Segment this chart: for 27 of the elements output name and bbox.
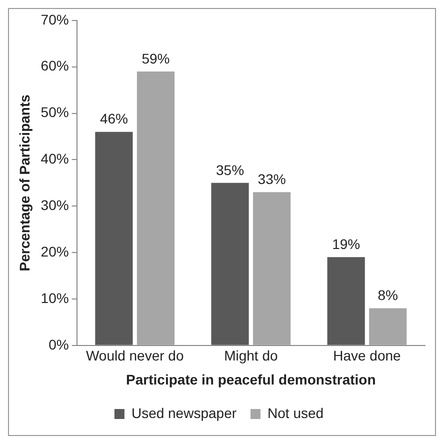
bar <box>211 182 249 345</box>
bar <box>136 71 175 345</box>
data-label: 59% <box>142 50 170 66</box>
y-tick-label: 0% <box>48 336 69 352</box>
y-tick-label: 30% <box>40 196 69 213</box>
bar <box>95 132 133 345</box>
y-tick-label: 60% <box>40 58 69 74</box>
y-tick-label: 50% <box>40 104 69 120</box>
legend-label: Not used <box>268 404 324 421</box>
y-axis-title: Percentage of Participants <box>16 94 32 272</box>
x-axis-title: Participate in peaceful demonstration <box>126 371 376 388</box>
data-label: 19% <box>332 236 360 252</box>
x-tick-label: Would never do <box>86 348 184 364</box>
y-tick-label: 40% <box>40 150 69 167</box>
legend-label: Used newspaper <box>131 404 237 421</box>
bar <box>253 192 291 345</box>
data-label: 33% <box>258 171 286 188</box>
data-label: 46% <box>100 110 128 127</box>
x-tick-label: Might do <box>224 348 278 364</box>
data-label: 8% <box>378 287 398 304</box>
y-tick-label: 20% <box>40 243 69 260</box>
bar <box>327 257 365 345</box>
y-tick-label: 10% <box>40 290 69 306</box>
x-tick-label: Have done <box>333 348 402 364</box>
bar <box>369 308 407 345</box>
data-label: 35% <box>216 162 244 178</box>
y-tick-label: 70% <box>40 11 69 28</box>
